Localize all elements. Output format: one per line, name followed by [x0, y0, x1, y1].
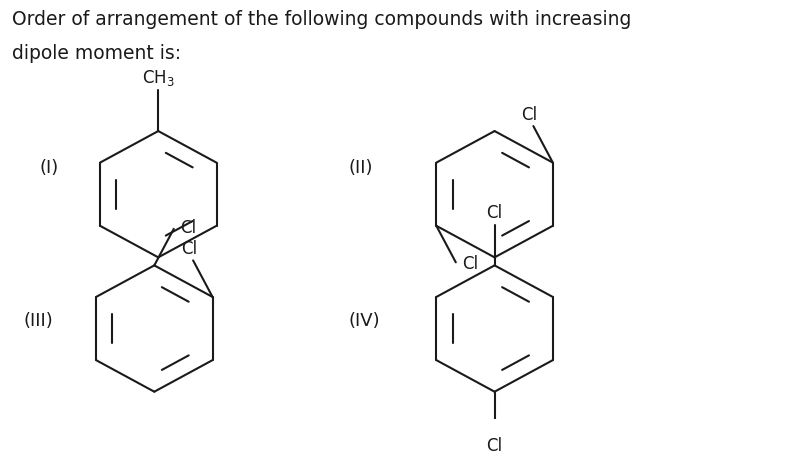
Text: Cl: Cl — [180, 218, 196, 236]
Text: (I): (I) — [39, 159, 59, 176]
Text: (III): (III) — [24, 312, 54, 329]
Text: CH$_3$: CH$_3$ — [142, 68, 174, 87]
Text: Cl: Cl — [462, 255, 478, 272]
Text: Cl: Cl — [486, 204, 502, 222]
Text: (IV): (IV) — [348, 312, 380, 329]
Text: Order of arrangement of the following compounds with increasing: Order of arrangement of the following co… — [12, 10, 631, 29]
Text: dipole moment is:: dipole moment is: — [12, 44, 181, 63]
Text: Cl: Cl — [522, 106, 538, 124]
Text: Cl: Cl — [181, 239, 198, 258]
Text: Cl: Cl — [486, 436, 502, 451]
Text: (II): (II) — [348, 159, 373, 176]
